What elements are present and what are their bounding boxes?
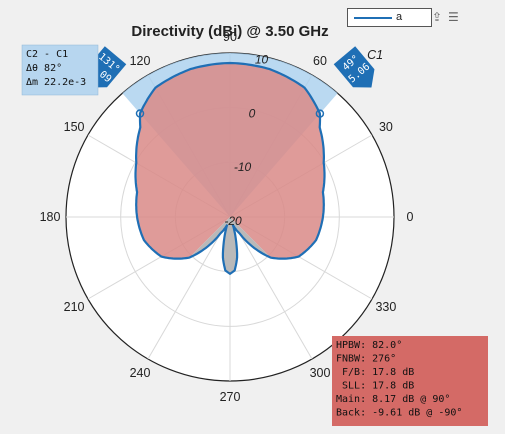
metrics-line: F/B: 17.8 dB [336,367,414,378]
back-lobe-fill [189,217,271,274]
radial-tick-label: -10 [234,160,252,174]
cursor-delta-line: C2 - C1 [26,49,68,60]
legend[interactable]: a [347,8,432,27]
cursor-delta-background [21,44,99,96]
metrics-background [332,336,488,426]
pattern-line [134,61,326,276]
cursor-delta-line: Δm 22.2e-3 [26,77,86,88]
angle-tick-label: 270 [220,390,241,404]
export-icon[interactable]: ⇪ [432,10,443,24]
cursor-tag-shape [333,46,375,88]
chart-title: Directivity (dBi) @ 3.50 GHz [131,23,328,40]
cursor-delta-line: Δθ 82° [26,63,62,74]
radial-tick-labels: 10 0 -10 -20 [224,53,268,229]
legend-label: a [396,11,403,23]
angle-tick-label: 90 [223,30,237,44]
metrics-line: Back: -9.61 dB @ -90° [336,408,462,419]
angle-tick-label: 120 [130,54,151,68]
metrics-line: Main: 8.17 dB @ 90° [336,394,450,405]
cursor-name-label: C1 [367,48,383,62]
angle-tick-label: 240 [130,366,151,380]
angle-tick-label: 0 [407,210,414,224]
metrics-line: FNBW: 276° [336,354,396,365]
angle-tick-label: 150 [64,120,85,134]
main-lobe-fill [135,63,325,259]
metrics-panel: HPBW: 82.0° FNBW: 276° F/B: 17.8 dB SLL: … [332,336,488,426]
metrics-line: SLL: 17.8 dB [336,381,414,392]
angle-tick-label: 60 [313,54,327,68]
angle-tick-label: 210 [64,300,85,314]
radial-tick-label: 10 [255,53,269,67]
metrics-line: HPBW: 82.0° [336,340,402,351]
angle-tick-label: 180 [40,210,61,224]
cursor-point[interactable] [135,109,145,118]
radial-tick-label: 0 [249,106,256,120]
pattern-series [134,61,326,276]
cursor-tag[interactable]: 49°5.06 [333,46,382,96]
legend-line-swatch [354,17,392,19]
angle-gridline [147,216,231,360]
angle-tick-labels: 0 30 60 90 120 150 180 210 240 270 300 330 [40,30,414,404]
angle-tick-label: 330 [375,300,396,314]
cursor-point[interactable] [315,109,325,118]
radial-tick-label: -20 [224,214,242,228]
angle-tick-label: 300 [310,366,331,380]
menu-icon[interactable]: ☰ [448,10,459,24]
cursor-delta-box: C2 - C1 Δθ 82° Δm 22.2e-3 [21,44,99,96]
angle-tick-label: 30 [379,120,393,134]
angle-gridline [229,216,313,360]
